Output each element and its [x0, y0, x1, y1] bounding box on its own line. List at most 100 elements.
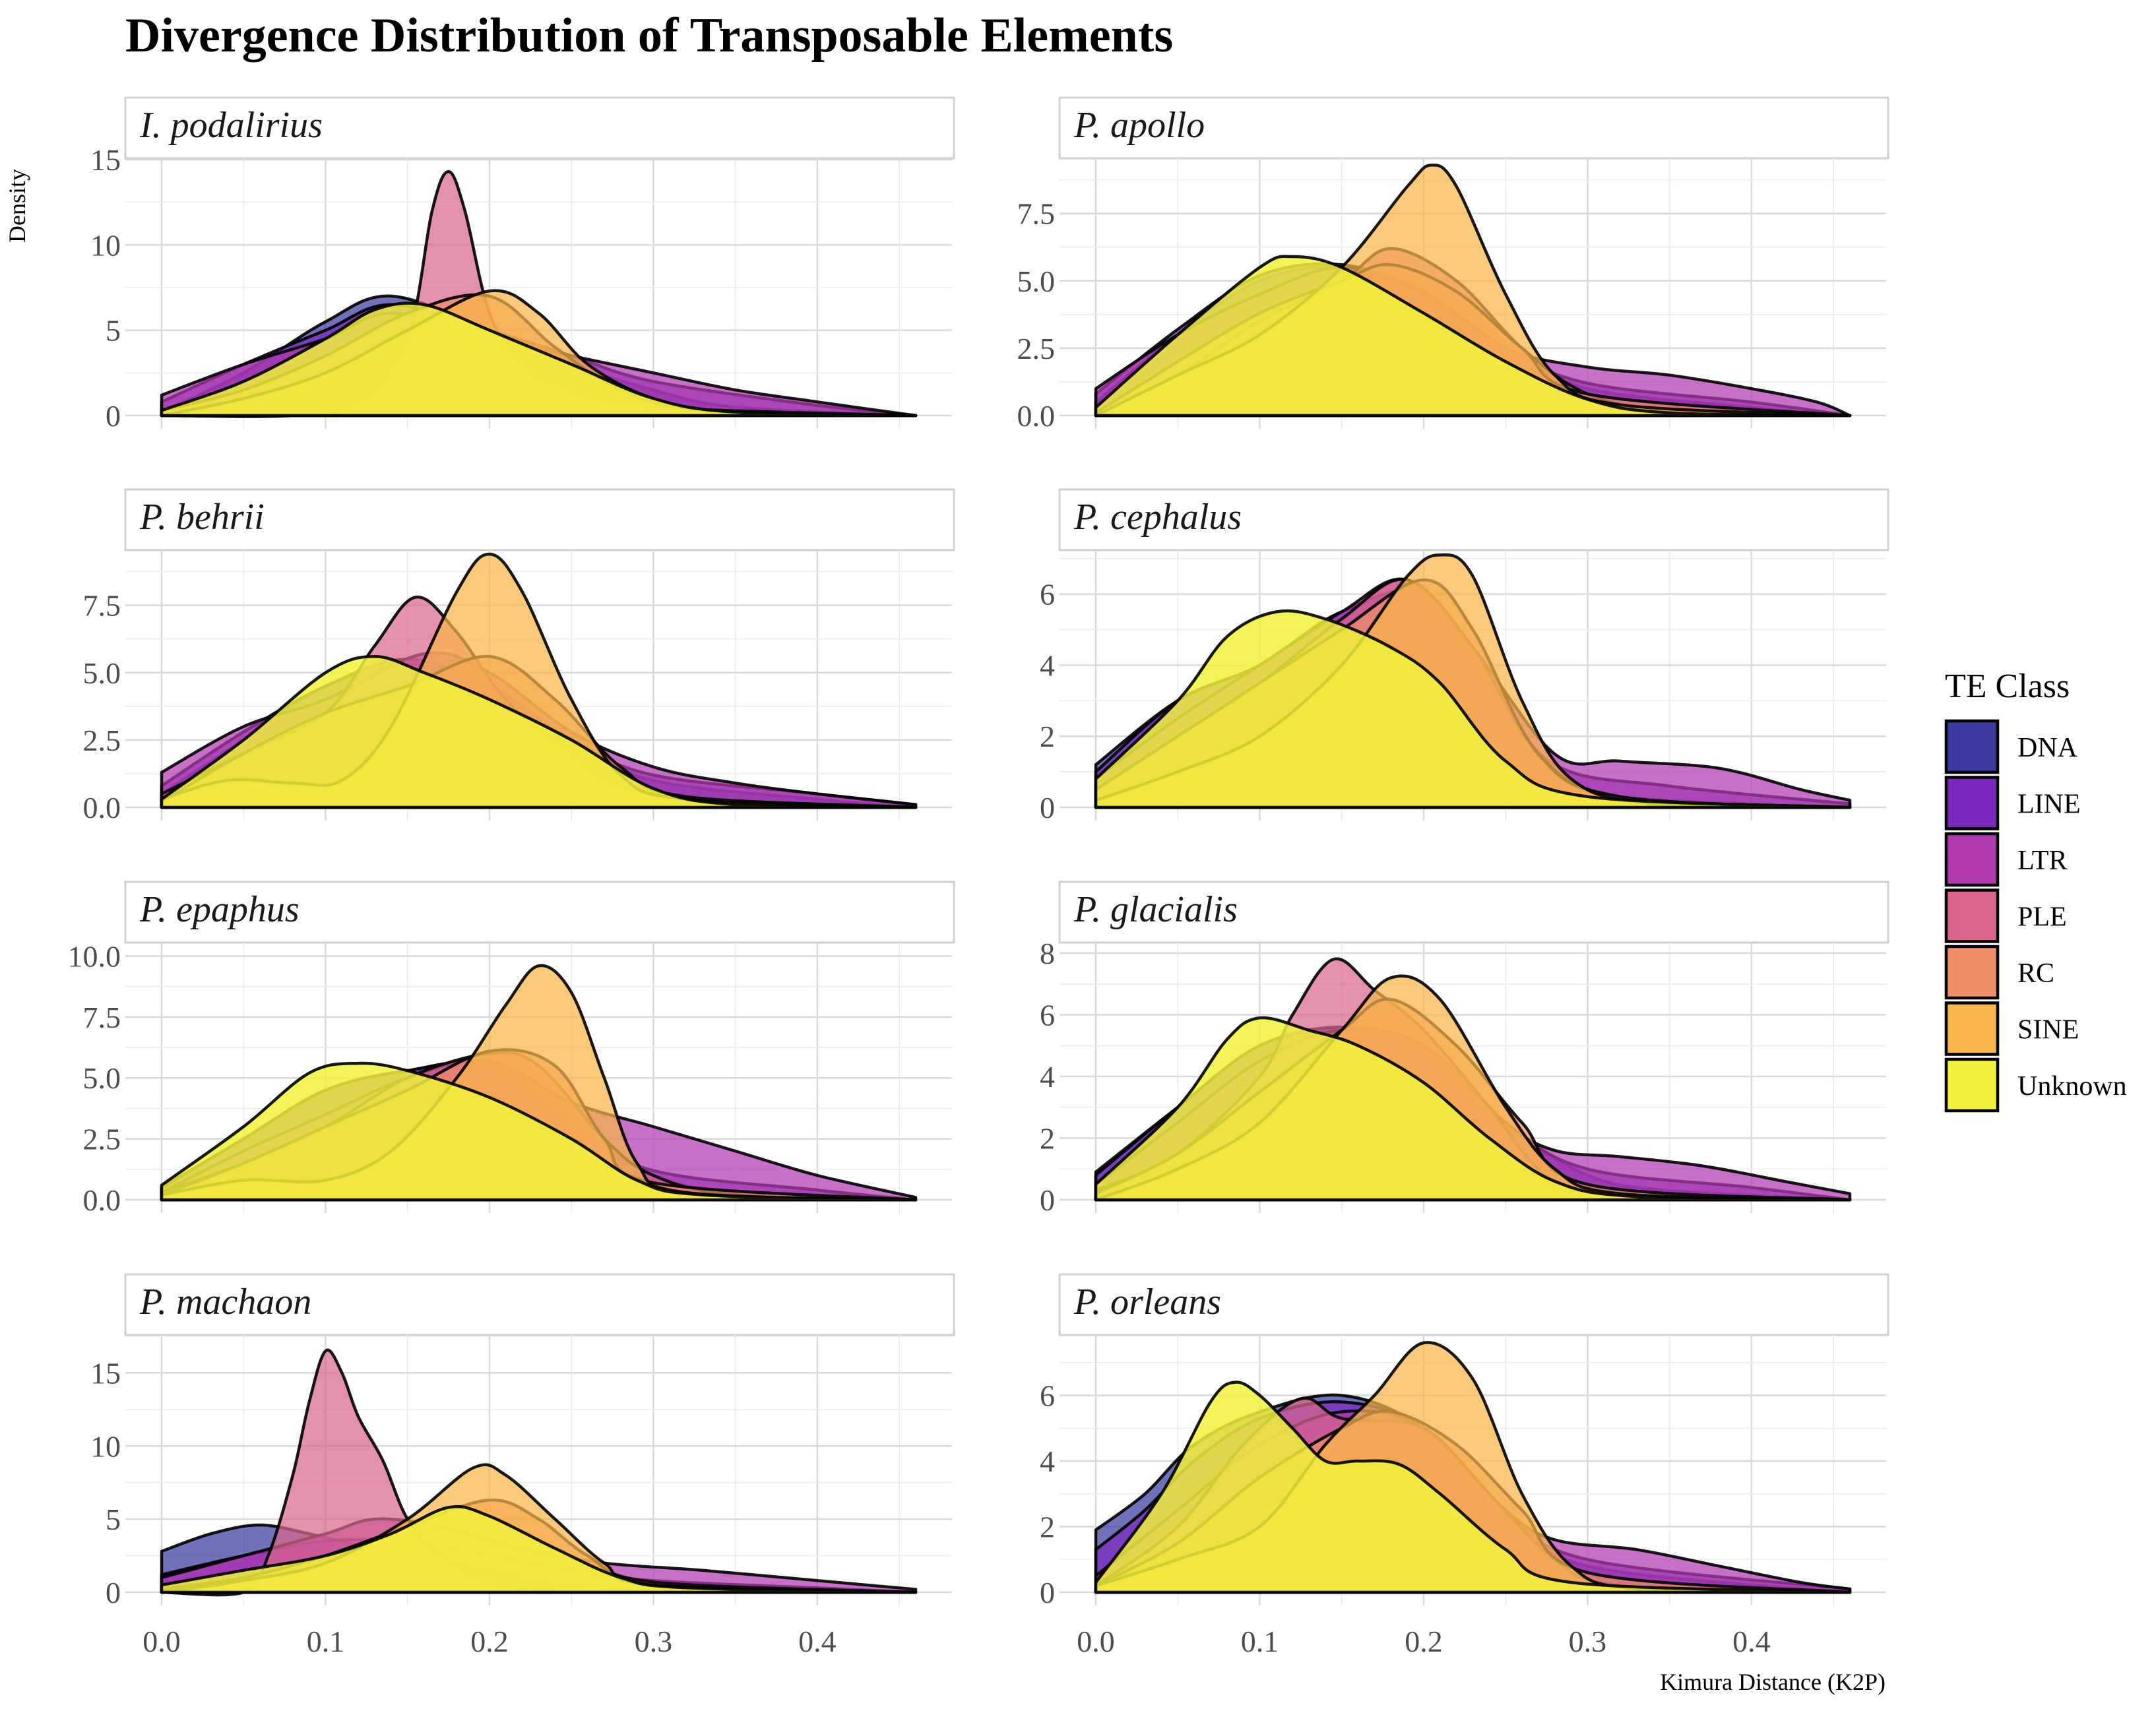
legend-label: DNA — [2017, 733, 2078, 763]
y-tick-label: 0 — [106, 1576, 121, 1609]
y-axis-label: Density — [4, 169, 30, 243]
strip-label-p-apollo: P. apollo — [1073, 105, 1205, 146]
panel-p-apollo: P. apollo 0.0 2.5 5.0 7.5 — [1017, 96, 1889, 433]
legend-item-unknown: Unknown — [1944, 1057, 2127, 1113]
density-areas-p-glacialis — [1094, 957, 1852, 1202]
y-tick-label: 0 — [106, 399, 121, 433]
legend-label: LINE — [2017, 790, 2081, 820]
strip-p-machaon — [124, 1273, 955, 1336]
y-tick-label: 0 — [1040, 1576, 1055, 1609]
strip-p-behrii — [124, 488, 955, 551]
legend-item-rc: RC — [1944, 945, 2054, 1000]
y-tick-label: 4 — [1040, 1445, 1055, 1478]
y-tick-label: 6 — [1040, 1379, 1055, 1413]
legend-swatch — [1944, 945, 2000, 1000]
y-tick-label: 10 — [90, 228, 121, 262]
density-areas-p-epaphus — [160, 964, 918, 1202]
y-tick-label: 4 — [1040, 648, 1055, 682]
y-tick-label: 2 — [1040, 720, 1055, 753]
y-tick-label: 15 — [90, 143, 121, 177]
legend: TE Class DNA LINE LTR PLE RC SINE Unknown — [1944, 668, 2127, 1113]
x-tick-label: 0.4 — [1732, 1625, 1771, 1658]
y-tick-label: 0 — [1040, 1183, 1055, 1217]
x-tick-label: 0.1 — [1241, 1625, 1279, 1658]
legend-item-sine: SINE — [1944, 1001, 2079, 1056]
legend-swatch — [1944, 719, 2000, 774]
x-tick-label: 0.2 — [1405, 1625, 1443, 1658]
x-tick-label: 0.0 — [143, 1625, 181, 1658]
x-tick-label: 0.4 — [798, 1625, 837, 1658]
x-tick-label: 0.3 — [635, 1625, 673, 1658]
density-unknown — [160, 301, 918, 418]
y-tick-label: 6 — [1040, 999, 1055, 1032]
strip-label-p-epaphus: P. epaphus — [139, 889, 300, 930]
y-tick-label: 2 — [1040, 1510, 1055, 1544]
panel-p-cephalus: P. cephalus 0 2 4 6 — [1040, 488, 1889, 824]
legend-item-ltr: LTR — [1944, 832, 2067, 887]
strip-p-cephalus — [1058, 488, 1889, 551]
x-tick-label: 0.2 — [470, 1625, 509, 1658]
y-tick-label: 2.5 — [1017, 332, 1056, 365]
legend-item-line: LINE — [1944, 776, 2081, 830]
y-tick-label: 5.0 — [1017, 264, 1056, 298]
y-tick-label: 4 — [1040, 1060, 1055, 1094]
y-tick-label: 15 — [90, 1356, 121, 1390]
legend-swatch — [1944, 1001, 2000, 1056]
y-tick-label: 2 — [1040, 1122, 1055, 1156]
y-tick-label: 5.0 — [83, 1061, 121, 1095]
density-unknown — [1094, 255, 1852, 418]
y-tick-label: 2.5 — [83, 724, 121, 757]
y-tick-label: 10 — [90, 1429, 121, 1463]
strip-label-p-cephalus: P. cephalus — [1073, 497, 1242, 538]
y-tick-label: 0 — [1040, 791, 1055, 824]
y-tick-label: 7.5 — [83, 589, 121, 623]
legend-swatch — [1944, 776, 2000, 830]
legend-label: Unknown — [2017, 1071, 2127, 1102]
panel-p-glacialis: P. glacialis 0 2 4 6 8 — [1040, 881, 1889, 1217]
density-unknown — [160, 1061, 918, 1202]
chart-title: Divergence Distribution of Transposable … — [125, 9, 1173, 63]
legend-swatch — [1944, 1057, 2000, 1113]
legend-label: SINE — [2017, 1015, 2079, 1045]
y-tick-label: 0.0 — [83, 791, 121, 824]
legend-label: RC — [2017, 958, 2054, 989]
facet-panels: I. podalirius 0 5 10 15 P. apollo 0.0 2.5 5.0 7.5… — [68, 96, 1889, 1658]
strip-label-p-behrii: P. behrii — [139, 497, 265, 538]
y-tick-label: 5 — [106, 1503, 121, 1536]
legend-swatch — [1944, 888, 2000, 943]
x-tick-label: 0.1 — [307, 1625, 345, 1658]
y-tick-label: 0.0 — [1017, 399, 1056, 433]
density-unknown — [1094, 1381, 1852, 1594]
y-tick-label: 5.0 — [83, 656, 121, 690]
density-areas-p-apollo — [1094, 163, 1852, 418]
y-tick-label: 6 — [1040, 578, 1055, 611]
density-areas-p-machaon — [160, 1348, 918, 1597]
y-tick-label: 7.5 — [83, 1001, 121, 1034]
legend-item-dna: DNA — [1944, 719, 2078, 774]
panel-p-machaon: P. machaon 0 5 10 15 0.0 0.1 0.2 0.3 0.4 — [90, 1273, 955, 1658]
x-axis-label: Kimura Distance (K2P) — [1660, 1669, 1886, 1695]
strip-label-i-podalirius: I. podalirius — [139, 105, 323, 146]
panel-i-podalirius: I. podalirius 0 5 10 15 — [90, 96, 955, 433]
legend-title: TE Class — [1945, 668, 2070, 705]
y-tick-label: 0.0 — [83, 1183, 121, 1217]
density-unknown — [1094, 609, 1852, 809]
density-unknown — [1094, 1016, 1852, 1202]
panel-p-behrii: P. behrii 0.0 2.5 5.0 7.5 — [83, 488, 955, 824]
strip-p-epaphus — [124, 881, 955, 944]
density-areas-p-cephalus — [1094, 553, 1852, 809]
x-tick-label: 0.0 — [1077, 1625, 1115, 1658]
strip-label-p-glacialis: P. glacialis — [1073, 889, 1238, 930]
y-tick-label: 2.5 — [83, 1123, 121, 1156]
legend-label: LTR — [2017, 846, 2067, 876]
strip-label-p-machaon: P. machaon — [139, 1282, 311, 1322]
y-tick-label: 10.0 — [68, 939, 121, 973]
strip-p-apollo — [1058, 96, 1889, 160]
y-tick-label: 8 — [1040, 937, 1055, 970]
strip-i-podalirius — [124, 96, 955, 160]
density-areas-p-orleans — [1094, 1341, 1852, 1594]
legend-swatch — [1944, 832, 2000, 887]
strip-p-orleans — [1058, 1273, 1889, 1336]
density-unknown — [160, 1505, 918, 1594]
